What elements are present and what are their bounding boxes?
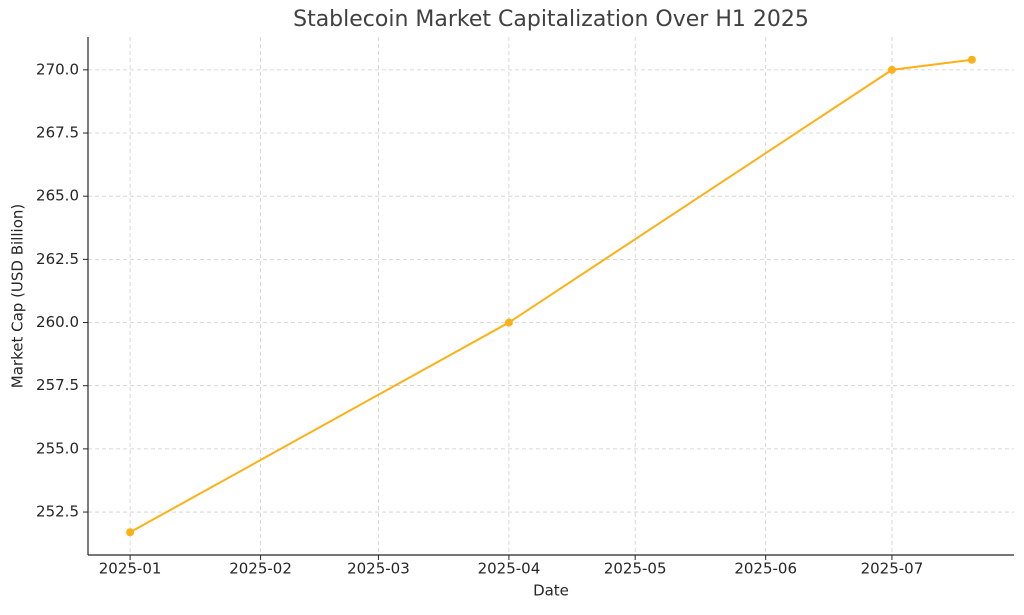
- x-tick-label: 2025-01: [99, 560, 162, 578]
- x-axis-label: Date: [533, 582, 569, 600]
- y-tick-label: 255.0: [36, 439, 79, 457]
- y-tick-label: 265.0: [36, 187, 79, 205]
- y-tick-label: 267.5: [36, 124, 79, 142]
- y-tick-label: 262.5: [36, 250, 79, 268]
- chart-title: Stablecoin Market Capitalization Over H1…: [293, 7, 809, 32]
- y-axis-label: Market Cap (USD Billion): [9, 204, 27, 388]
- x-tick-label: 2025-02: [229, 560, 292, 578]
- x-tick-label: 2025-03: [347, 560, 410, 578]
- x-tick-label: 2025-05: [604, 560, 667, 578]
- x-tick-label: 2025-07: [861, 560, 924, 578]
- y-tick-label: 260.0: [36, 313, 79, 331]
- y-tick-label: 257.5: [36, 376, 79, 394]
- point: [126, 528, 135, 537]
- y-tick-label: 270.0: [36, 60, 79, 78]
- y-tick-label: 252.5: [36, 503, 79, 521]
- x-tick-label: 2025-06: [734, 560, 797, 578]
- line: [129, 58, 973, 534]
- point: [504, 318, 513, 327]
- point: [887, 65, 896, 74]
- x-tick-label: 2025-04: [478, 560, 541, 578]
- point: [967, 55, 976, 64]
